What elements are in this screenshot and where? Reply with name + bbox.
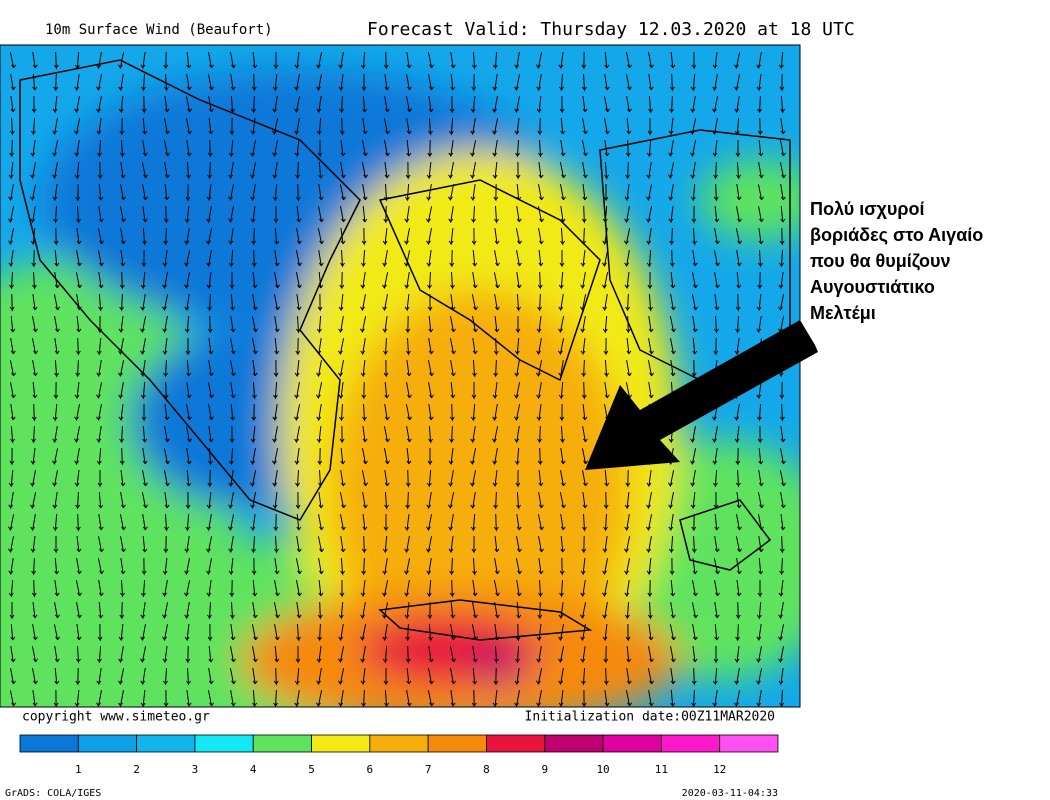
- legend-label: 12: [713, 763, 726, 776]
- timestamp: 2020-03-11-04:33: [682, 788, 778, 799]
- legend-label: 1: [75, 763, 82, 776]
- legend-swatch: [77, 734, 138, 753]
- wind-field: [0, 45, 800, 707]
- annotation-line: βοριάδες στο Αιγαίο: [810, 225, 983, 245]
- annotation-arrow: [585, 320, 818, 470]
- legend-swatch: [19, 734, 79, 753]
- legend-label: 8: [483, 763, 490, 776]
- color-legend: 1 2 3 4 5 6 7 8 9 10 11 12: [19, 734, 779, 776]
- annotation-line: Αυγουστιάτικο: [810, 277, 935, 297]
- legend-swatch: [486, 734, 546, 753]
- legend-swatch: [136, 734, 196, 753]
- software-credit: GrADS: COLA/IGES: [5, 788, 101, 799]
- legend-swatch: [719, 734, 779, 753]
- product-title: 10m Surface Wind (Beaufort): [45, 22, 273, 38]
- legend-swatch: [369, 734, 429, 753]
- annotation: Πολύ ισχυροί βοριάδες στο Αιγαίο που θα θυ…: [810, 199, 983, 323]
- legend-label: 9: [541, 763, 548, 776]
- legend-label: 11: [655, 763, 668, 776]
- legend-label: 3: [192, 763, 199, 776]
- legend-label: 6: [367, 763, 374, 776]
- legend-swatch: [427, 734, 487, 753]
- legend-label: 10: [596, 763, 609, 776]
- annotation-line: Μελτέμι: [810, 303, 876, 323]
- legend-swatch: [602, 734, 662, 753]
- annotation-line: Πολύ ισχυροί: [810, 199, 925, 219]
- legend-label: 7: [425, 763, 432, 776]
- legend-label: 4: [250, 763, 257, 776]
- wind-arrows: [7, 51, 787, 707]
- valid-time: Forecast Valid: Thursday 12.03.2020 at 1…: [367, 19, 855, 40]
- legend-swatch: [194, 734, 254, 753]
- initialization: Initialization date:00Z11MAR2020: [525, 710, 775, 725]
- legend-swatch: [311, 734, 371, 753]
- legend-label: 2: [133, 763, 140, 776]
- annotation-line: που θα θυμίζουν: [810, 251, 951, 272]
- copyright: copyright www.simeteo.gr: [22, 710, 210, 725]
- legend-label: 5: [308, 763, 315, 776]
- legend-swatch: [660, 734, 721, 753]
- legend-swatch: [544, 734, 604, 753]
- legend-swatch: [252, 734, 312, 753]
